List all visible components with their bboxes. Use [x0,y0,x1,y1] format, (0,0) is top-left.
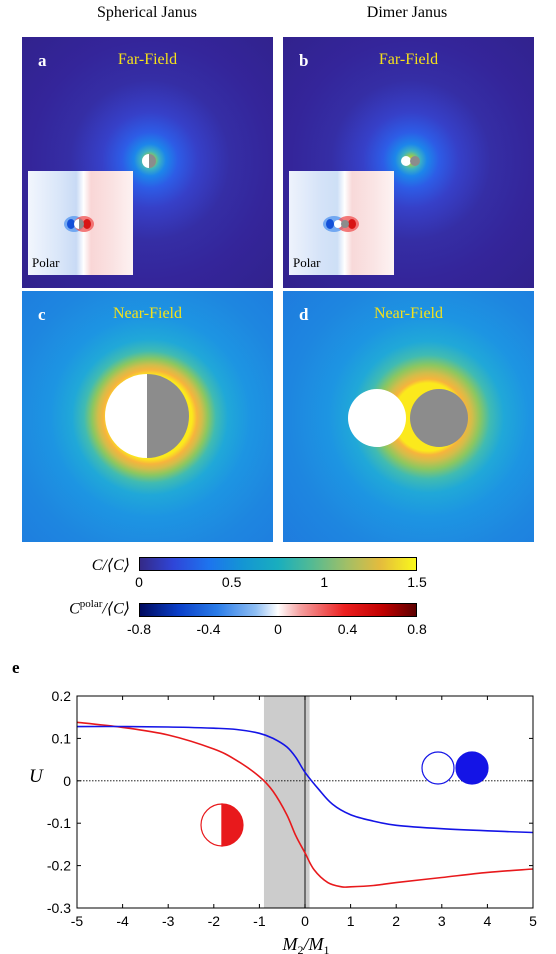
polar-label-sup: polar [79,598,103,610]
y-tick-label: -0.1 [47,815,71,831]
colorbar-polar-label: Cpolar/⟨C⟩ [0,598,130,618]
panel-letter-e: e [12,658,20,677]
x-tick-label: 4 [484,913,492,929]
janus-dimer-small [401,156,420,166]
panel-title: Far-Field [378,51,439,68]
colorbar-polar [139,603,417,617]
colorbar-tick: 1.5 [407,574,427,590]
y-tick-label: 0.1 [52,730,72,746]
x-tick-label: 1 [347,913,355,929]
column-title-spherical: Spherical Janus [97,4,197,21]
janus-dimer-large [348,389,468,447]
series-line-0 [76,721,534,888]
colorbar-tick: 1 [320,574,329,590]
x-tick-label: 0 [301,913,309,929]
panel-title: Near-Field [374,305,443,322]
x-tick-label: -3 [162,913,175,929]
inset-label: Polar [293,255,321,270]
panel-title: Near-Field [113,305,182,322]
series-line-1 [76,725,534,834]
column-title-dimer: Dimer Janus [366,4,448,21]
panel-title: Far-Field [117,51,178,68]
x-tick-label: 2 [392,913,400,929]
panel-c-near-field-spherical: c Near-Field [22,291,273,542]
x-label-subscript: 2 [298,943,304,954]
y-tick-label: 0 [63,773,71,789]
x-label-subscript: 1 [324,943,330,954]
dimer-icon [421,751,489,785]
x-tick-label: 5 [529,913,537,929]
colorbar-tick: -0.4 [196,621,221,637]
polar-inset: Polar [28,171,133,275]
polar-dipole [323,216,359,232]
polar-label-base: C [69,600,80,618]
colorbar-tick: 0.4 [337,621,358,637]
panel-a-far-field-spherical: a Far-Field Polar [22,37,273,288]
janus-sphere-large [105,374,189,458]
y-axis-label: U [29,766,44,787]
x-tick-label: -1 [253,913,266,929]
x-tick-label: -5 [71,913,84,929]
colorbar-tick: 0 [274,621,282,637]
colorbar-tick: 0.5 [221,574,242,590]
colorbar-tick: 0.8 [407,621,427,637]
y-tick-label: -0.2 [47,858,71,874]
x-label-text: /M [303,934,325,954]
panel-d-near-field-dimer: d Near-Field [283,291,534,542]
janus-sphere-icon [200,803,244,847]
polar-inset: Polar [289,171,394,275]
polar-dipole [64,216,94,232]
colorbar-tick: -0.8 [126,621,152,637]
panel-letter: c [38,305,46,324]
panel-letter: d [299,305,309,324]
shaded-region [263,696,310,908]
x-axis-label: M2/M1 [282,934,330,954]
x-tick-label: -2 [208,913,221,929]
x-tick-label: 3 [438,913,446,929]
inset-label: Polar [32,255,60,270]
polar-label-rest: /⟨C⟩ [102,600,130,618]
y-tick-label: -0.3 [47,900,71,916]
colorbar-concentration [139,557,417,571]
panel-letter: a [38,51,47,70]
x-label-text: M [282,934,299,954]
janus-sphere-small [142,154,156,168]
colorbar-concentration-label: C/⟨C⟩ [91,557,130,574]
colorbar-tick: 0 [135,574,143,590]
x-tick-label: -4 [116,913,129,929]
panel-b-far-field-dimer: b Far-Field Polar [283,37,534,288]
panel-letter: b [299,51,309,70]
y-tick-label: 0.2 [52,688,72,704]
